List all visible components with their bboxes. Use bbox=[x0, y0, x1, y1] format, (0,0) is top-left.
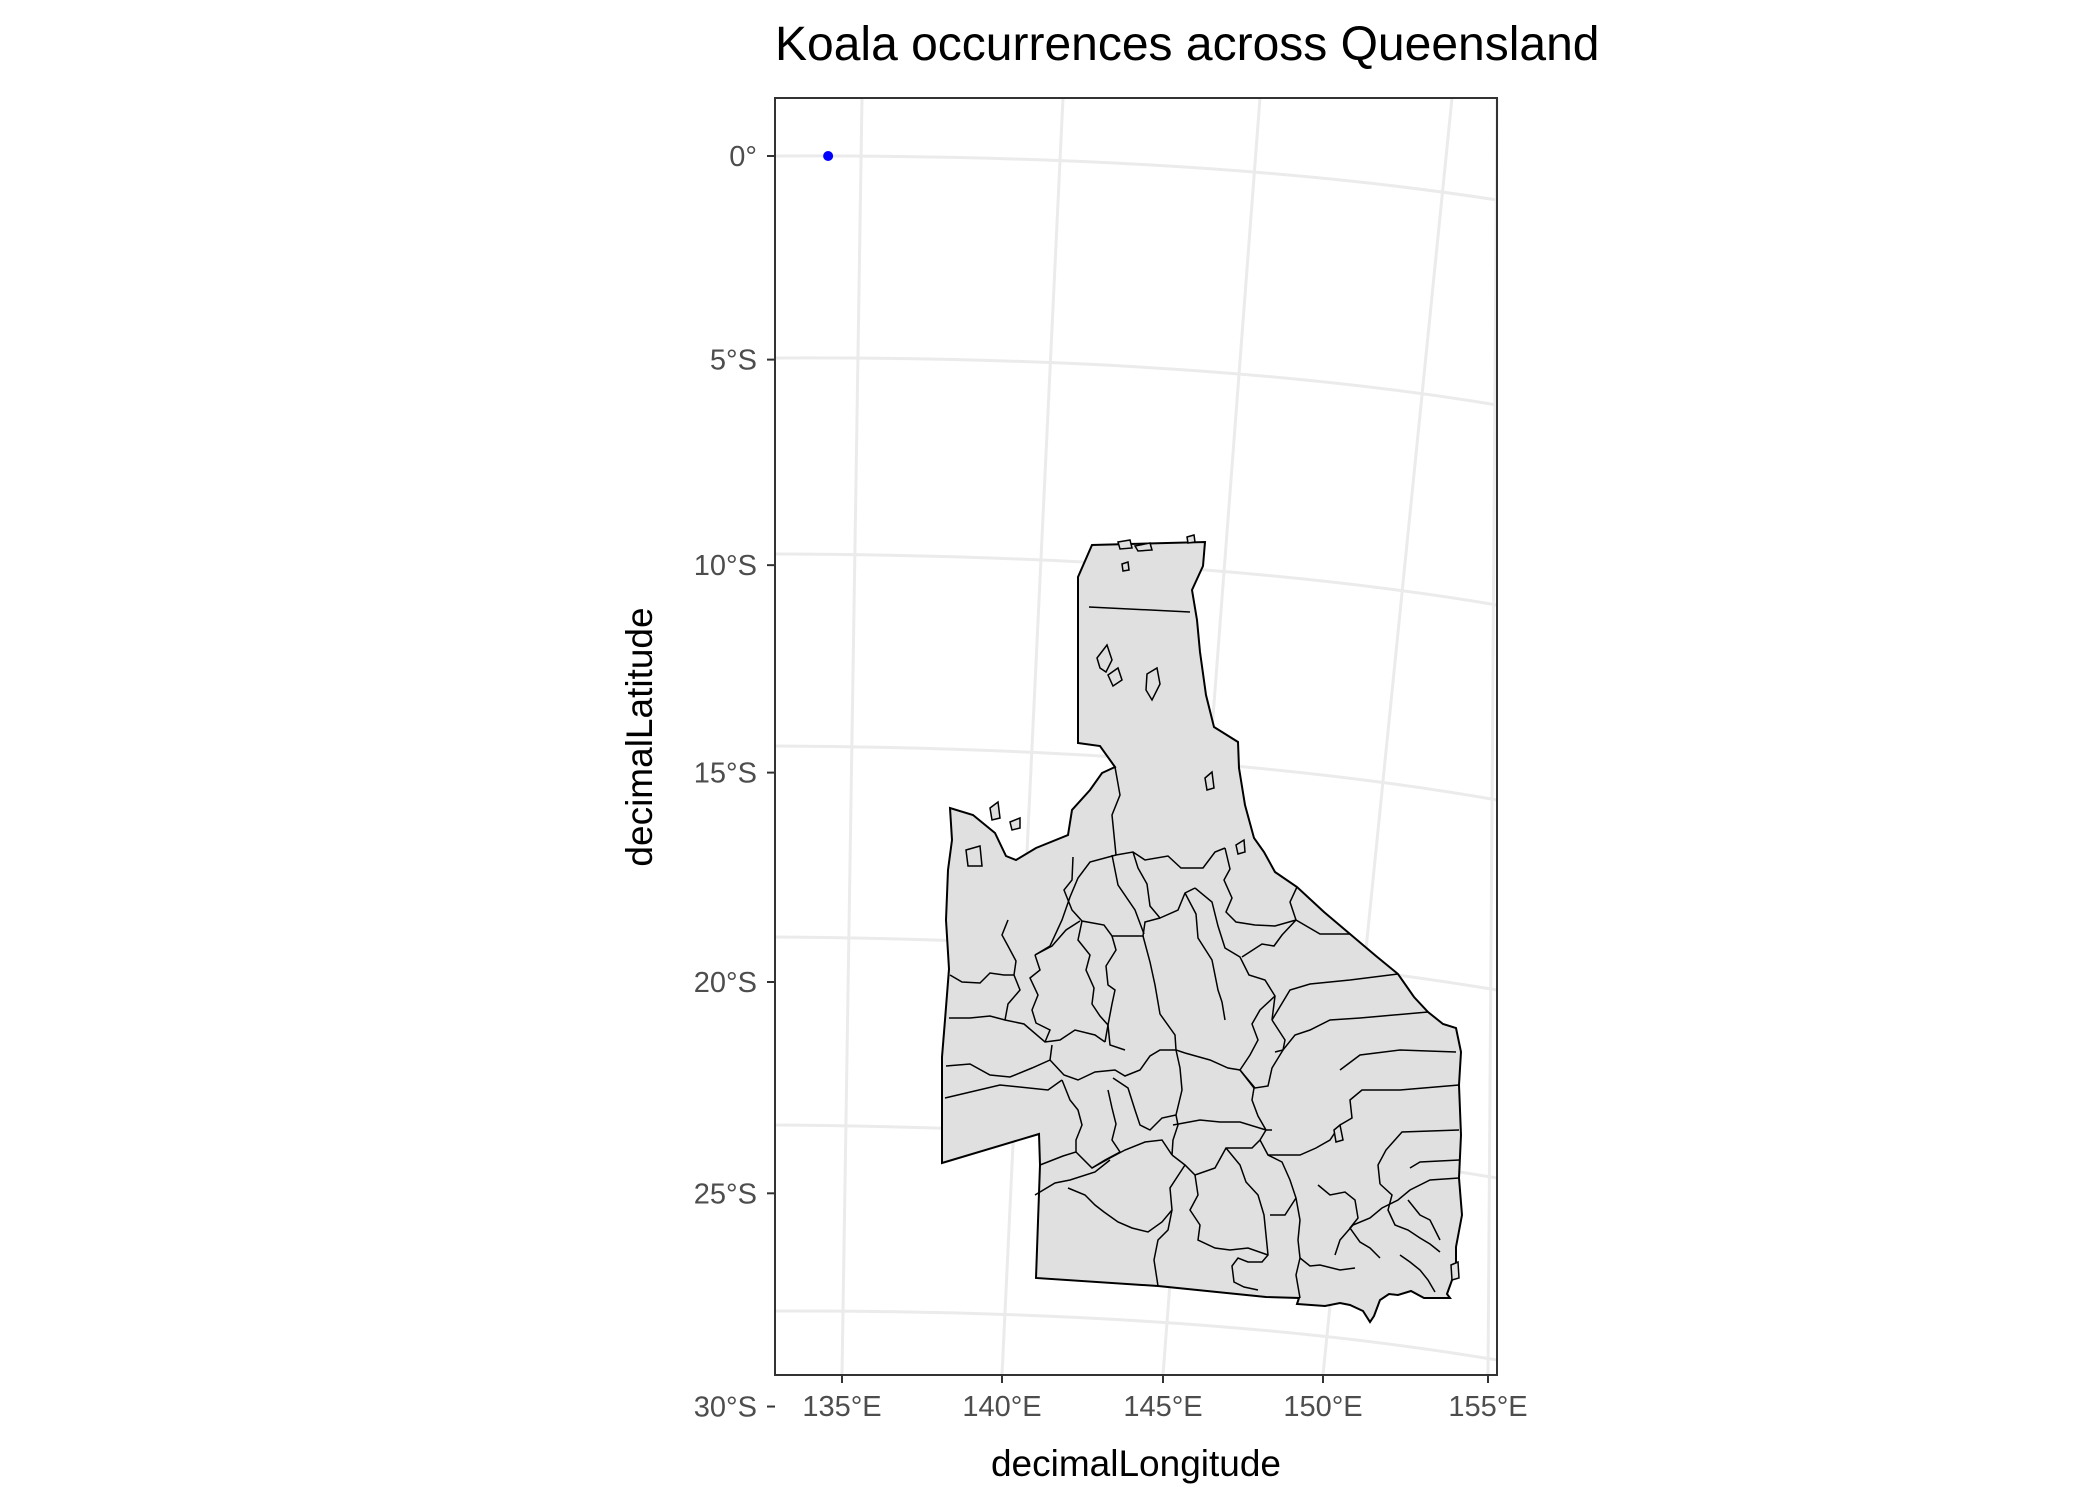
lga-border bbox=[1271, 973, 1399, 1021]
island bbox=[989, 800, 1001, 821]
y-axis: 0° 5°S 10°S 15°S 20°S 25°S 30°S bbox=[694, 141, 775, 1424]
island bbox=[1186, 534, 1196, 544]
lga-border bbox=[1339, 1084, 1460, 1126]
lga-border bbox=[1184, 892, 1226, 1021]
lga-border bbox=[1268, 1124, 1341, 1156]
lga-border bbox=[1001, 919, 1021, 1021]
panel-border bbox=[774, 97, 1498, 1376]
queensland-outline bbox=[941, 540, 1464, 1324]
x-axis-title: decimalLongitude bbox=[991, 1443, 1281, 1484]
lga-border bbox=[1034, 920, 1081, 956]
lga-border bbox=[1189, 1174, 1269, 1256]
lga-border bbox=[1067, 1164, 1186, 1233]
lga-border bbox=[1172, 1119, 1272, 1131]
island bbox=[1117, 539, 1133, 550]
graticule-lat-0 bbox=[774, 154, 1498, 202]
lga-border bbox=[1091, 1139, 1173, 1169]
island bbox=[965, 845, 983, 867]
x-tick-label: 150°E bbox=[1283, 1391, 1362, 1423]
lga-border bbox=[1029, 954, 1051, 1043]
lga-border bbox=[1317, 1184, 1381, 1259]
y-tick-label: 20°S bbox=[694, 967, 757, 999]
island bbox=[1450, 1260, 1460, 1281]
lga-border bbox=[1171, 1049, 1183, 1156]
x-tick-label: 155°E bbox=[1448, 1391, 1527, 1423]
lga-border bbox=[1259, 1139, 1301, 1299]
lga-border bbox=[1034, 854, 1117, 956]
y-tick-label: 10°S bbox=[694, 550, 757, 582]
lga-border bbox=[949, 1015, 1106, 1043]
lga-border bbox=[1409, 1159, 1460, 1169]
x-tick-label: 135°E bbox=[802, 1391, 881, 1423]
lga-border bbox=[1171, 1129, 1267, 1176]
lga-border bbox=[1034, 1159, 1111, 1196]
lga-border bbox=[1399, 1254, 1436, 1293]
lga-border bbox=[1239, 995, 1276, 1071]
x-axis: 135°E 140°E 145°E 150°E 155°E bbox=[802, 1375, 1528, 1423]
chart-title: Koala occurrences across Queensland bbox=[775, 18, 1599, 71]
y-tick-label: 30°S bbox=[694, 1392, 757, 1424]
lga-border bbox=[1132, 851, 1196, 919]
island bbox=[1145, 666, 1161, 702]
y-tick-label: 25°S bbox=[694, 1178, 757, 1210]
queensland-map bbox=[941, 534, 1464, 1324]
island bbox=[1235, 838, 1246, 855]
island bbox=[1133, 542, 1153, 552]
lga-border bbox=[1111, 766, 1226, 869]
lga-border bbox=[1063, 856, 1161, 937]
graticule-lon-135e bbox=[840, 97, 864, 1376]
island bbox=[1333, 1123, 1344, 1143]
occurrence-points bbox=[823, 151, 834, 161]
lga-border bbox=[1241, 919, 1297, 958]
lga-border bbox=[1377, 1129, 1460, 1185]
lga-border bbox=[1407, 1199, 1441, 1241]
lga-border bbox=[1105, 935, 1126, 1051]
lga-border bbox=[1049, 1049, 1176, 1081]
lga-border bbox=[1088, 606, 1191, 613]
lga-border bbox=[1379, 1183, 1441, 1253]
graticule-lon-155e bbox=[1486, 97, 1499, 1376]
lga-border bbox=[1223, 847, 1297, 927]
graticule-lon-140e bbox=[1000, 97, 1065, 1376]
lga-border bbox=[1194, 887, 1276, 1021]
lga-border bbox=[1239, 1019, 1286, 1089]
lga-border bbox=[1270, 1197, 1297, 1216]
y-tick-label: 0° bbox=[729, 141, 757, 173]
lga-border bbox=[1039, 1079, 1083, 1166]
lga-border bbox=[1334, 1177, 1460, 1256]
island bbox=[1009, 816, 1021, 831]
lga-border bbox=[1111, 854, 1145, 935]
graticule-lat-5s bbox=[774, 356, 1498, 407]
lga-border bbox=[1184, 1052, 1267, 1131]
y-tick-label: 5°S bbox=[710, 345, 757, 377]
y-tick-label: 15°S bbox=[694, 758, 757, 790]
lga-border bbox=[1299, 1257, 1356, 1271]
lga-border bbox=[944, 1079, 1063, 1099]
occurrence-point bbox=[823, 151, 834, 161]
island bbox=[1096, 643, 1113, 674]
lga-border bbox=[1112, 1077, 1177, 1131]
lga-border bbox=[1153, 1209, 1173, 1287]
lga-border bbox=[1077, 920, 1109, 1043]
lga-border bbox=[1225, 1147, 1269, 1291]
lga-border bbox=[1289, 886, 1350, 935]
island bbox=[1204, 770, 1215, 791]
lga-border bbox=[1339, 1049, 1457, 1071]
y-axis-title: decimalLatitude bbox=[619, 607, 660, 866]
lga-border bbox=[949, 972, 1014, 984]
x-tick-label: 140°E bbox=[962, 1391, 1041, 1423]
x-tick-label: 145°E bbox=[1123, 1391, 1202, 1423]
island bbox=[1121, 560, 1130, 572]
island bbox=[1107, 666, 1123, 688]
graticule-lat-30s bbox=[774, 1309, 1498, 1362]
